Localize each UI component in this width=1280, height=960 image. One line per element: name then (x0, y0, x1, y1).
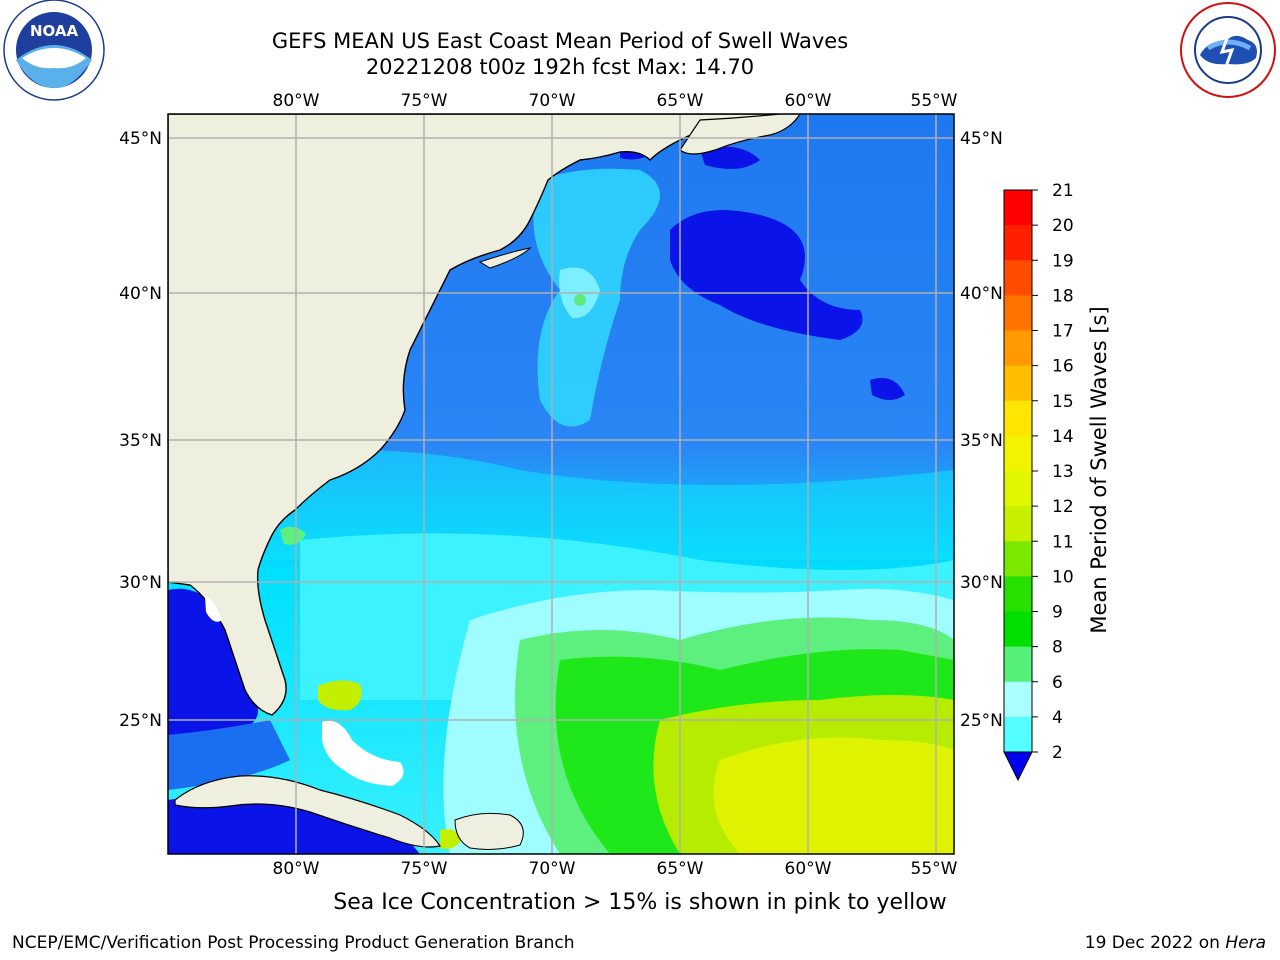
max-period-band (713, 737, 954, 854)
colorbar-segment (1004, 330, 1032, 367)
colorbar-segment (1004, 400, 1032, 437)
low-period-patch (670, 210, 863, 340)
lat-label-left: 30°N (119, 573, 162, 593)
bahamas-spot (318, 680, 362, 711)
colorbar-tick-label: 20 (1052, 216, 1074, 236)
nws-logo (1178, 0, 1278, 100)
low-period-patch (700, 146, 760, 169)
lon-label-bottom: 80°W (273, 859, 320, 879)
lat-label-right: 45°N (960, 129, 1003, 149)
colorbar-tick-label: 6 (1052, 673, 1063, 693)
map-area (168, 114, 954, 854)
land-north-america (168, 114, 771, 716)
low-period-patch (168, 720, 290, 790)
colorbar-segment (1004, 260, 1032, 296)
colorbar-tick-label: 19 (1052, 251, 1074, 271)
lon-label-bottom: 65°W (657, 859, 704, 879)
chart-title: GEFS MEAN US East Coast Mean Period of S… (271, 29, 849, 53)
footer-host: Hera (1225, 933, 1266, 953)
colorbar-segment (1004, 295, 1032, 331)
low-period-patch (168, 795, 420, 854)
lat-label-right: 30°N (960, 573, 1003, 593)
lat-label-left: 25°N (119, 711, 162, 731)
colorbar-title: Mean Period of Swell Waves [s] (1087, 306, 1111, 633)
lon-label-top: 80°W (273, 91, 320, 111)
lat-label-left: 45°N (119, 129, 162, 149)
mid-period-spot (574, 294, 586, 306)
land-nova-scotia (679, 114, 801, 155)
colorbar-tick-label: 16 (1052, 357, 1074, 377)
no-data-area (322, 720, 404, 786)
lon-label-top: 70°W (529, 91, 576, 111)
colorbar-segment (1004, 365, 1032, 402)
low-period-patch (870, 377, 905, 400)
footer-credit: NCEP/EMC/Verification Post Processing Pr… (12, 933, 575, 953)
no-data-area (205, 596, 222, 622)
lon-label-top: 55°W (911, 91, 958, 111)
footer-date: 19 Dec 2022 on Hera (1085, 933, 1266, 953)
land-hispaniola (454, 812, 524, 850)
bahamas-spot (440, 829, 462, 849)
colorbar-segment (1004, 190, 1032, 226)
colorbar-tick-label: 14 (1052, 427, 1074, 447)
map-frame (167, 113, 955, 855)
lat-label-left: 40°N (119, 284, 162, 304)
lon-label-top: 75°W (401, 91, 448, 111)
lon-label-bottom: 60°W (785, 859, 832, 879)
colorbar-segment (1004, 681, 1032, 718)
colorbar-tick-label: 2 (1052, 743, 1063, 763)
land-cuba (174, 775, 441, 848)
low-period-patch (168, 588, 258, 739)
colorbar-extend-arrow (1003, 751, 1033, 782)
colorbar-tick-label: 18 (1052, 286, 1074, 306)
colorbar-tick-label: 9 (1052, 603, 1063, 623)
colorbar-segment (1004, 646, 1032, 683)
land-long-island (478, 247, 532, 269)
colorbar-segment (1004, 471, 1032, 507)
chart-subtitle: 20221208 t00z 192h fcst Max: 14.70 (365, 55, 755, 79)
lat-label-left: 35°N (119, 431, 162, 451)
mid-period-band (170, 450, 954, 560)
colorbar-segment (1004, 576, 1032, 612)
colorbar-tick-label: 15 (1052, 392, 1074, 412)
colorbar-segment (1004, 611, 1032, 648)
colorbar-segment (1004, 435, 1032, 472)
footer-date-text: 19 Dec 2022 on (1084, 933, 1226, 953)
colorbar-segment (1004, 506, 1032, 542)
colorbar-tick-label: 13 (1052, 462, 1074, 482)
colorbar-tick-label: 12 (1052, 497, 1074, 517)
graticule (168, 114, 954, 854)
colorbar-tick-label: 10 (1052, 567, 1074, 587)
lon-label-top: 65°W (657, 91, 704, 111)
lat-label-right: 35°N (960, 431, 1003, 451)
colorbar-tick-label: 11 (1052, 532, 1074, 552)
noaa-logo: NOAA (2, 0, 106, 104)
sea-ice-note: Sea Ice Concentration > 15% is shown in … (333, 890, 947, 915)
coastal-spot (280, 526, 306, 545)
lon-label-bottom: 75°W (401, 859, 448, 879)
colorbar-tick-label: 17 (1052, 322, 1074, 342)
lon-label-bottom: 55°W (911, 859, 958, 879)
lat-label-right: 40°N (960, 284, 1003, 304)
colorbar-segment (1004, 541, 1032, 577)
noaa-logo-text: NOAA (30, 22, 79, 40)
lon-label-top: 60°W (785, 91, 832, 111)
colorbar-segment (1004, 225, 1032, 261)
colorbar-tick-label: 21 (1052, 181, 1074, 201)
colorbar-segment (1004, 716, 1032, 753)
colorbar-tick-label: 8 (1052, 638, 1063, 658)
lon-label-bottom: 70°W (529, 859, 576, 879)
colorbar-tick-label: 4 (1052, 708, 1063, 728)
lat-label-right: 25°N (960, 711, 1003, 731)
colorbar: 21 20 19 18 17 16 15 14 13 12 11 10 9 8 6 4 2 (1003, 181, 1074, 782)
